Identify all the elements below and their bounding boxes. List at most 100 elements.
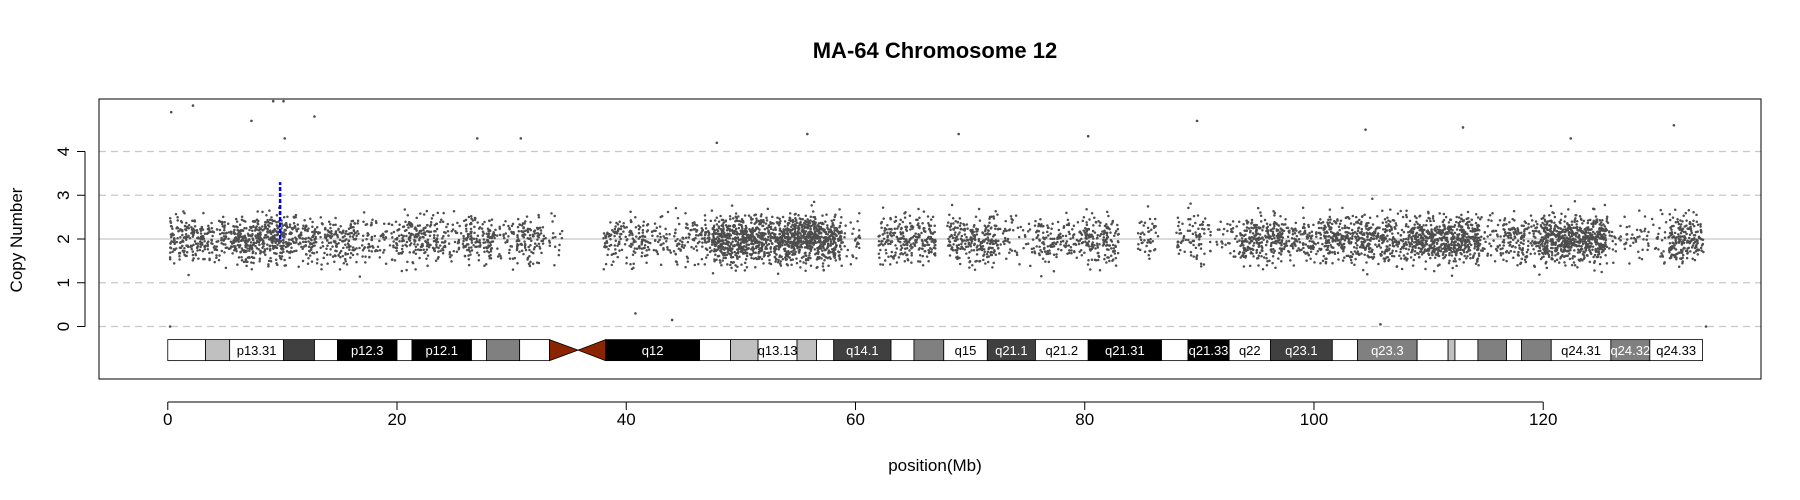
data-point [172,262,176,265]
data-point [1104,231,1108,235]
data-point [341,235,345,239]
data-point [1107,214,1110,218]
data-point [766,238,770,241]
data-point [947,237,950,241]
data-point [502,234,505,237]
data-point [1094,247,1097,250]
data-point [237,240,240,244]
data-point [1328,250,1332,253]
data-point [470,236,473,240]
data-point [206,247,210,251]
data-point [783,256,787,259]
data-point [1148,217,1152,221]
data-point [504,232,508,235]
data-point [1273,211,1277,215]
data-point [881,244,885,247]
data-point [1184,238,1188,242]
data-point [361,234,365,237]
data-point [550,212,553,215]
data-point [766,254,770,258]
data-point [603,244,607,248]
data-point [616,244,619,247]
data-point [334,241,337,244]
data-point [913,244,917,247]
data-point [1367,228,1370,231]
data-point [926,243,929,247]
data-point [933,224,936,227]
data-point [297,243,300,246]
data-point [609,237,612,241]
data-point [341,254,345,258]
data-point [1348,217,1351,220]
data-point [1259,220,1263,223]
data-point [1187,206,1190,210]
data-point [1105,222,1108,226]
data-point [799,244,803,247]
data-point [346,242,350,245]
data-point [829,257,832,260]
data-point [1265,240,1269,243]
data-point [797,251,801,254]
data-point [254,252,258,255]
data-point [801,217,805,221]
data-point [1096,233,1099,237]
data-point [836,237,840,241]
data-point [215,228,219,231]
data-point [1243,247,1246,250]
data-point [984,262,987,265]
data-point [1061,239,1065,243]
data-point [978,260,981,263]
data-point [1305,259,1308,262]
data-point [191,250,195,253]
data-point [845,254,848,258]
data-point [910,251,913,255]
data-point [507,235,510,238]
data-point [826,239,830,242]
data-point [1196,214,1200,217]
data-point [738,232,741,236]
data-point [719,242,723,246]
data-point [754,265,757,269]
data-point [529,220,532,224]
data-point [344,243,347,246]
data-point [290,226,294,230]
data-point [483,264,486,267]
data-point [724,220,727,223]
data-point [520,249,524,253]
data-point [750,218,753,221]
data-point [804,262,808,265]
data-point [463,254,467,258]
data-point [886,231,889,235]
data-point [279,232,283,236]
data-point [676,237,679,241]
data-point [295,249,298,252]
data-point [774,240,777,243]
data-point [310,260,314,263]
data-point [1386,216,1389,219]
data-point [1116,239,1120,243]
data-point [1201,223,1204,226]
data-point [780,237,784,240]
data-point [1302,242,1305,245]
data-point [641,231,645,234]
data-point [273,244,276,248]
data-point [739,247,742,251]
data-point [285,249,289,253]
data-point [1260,255,1263,258]
data-point [222,235,226,238]
data-point [1355,246,1358,250]
data-point [1280,242,1283,245]
data-point [1021,229,1025,232]
data-point [877,244,881,247]
data-point [738,245,742,248]
data-point [467,257,471,261]
data-point [766,207,770,211]
data-point [625,225,628,229]
data-point [517,229,521,233]
data-point [197,257,200,260]
data-point [783,225,787,228]
data-point [760,213,763,216]
data-point [395,249,398,252]
data-point [327,230,330,233]
data-point [737,250,740,253]
